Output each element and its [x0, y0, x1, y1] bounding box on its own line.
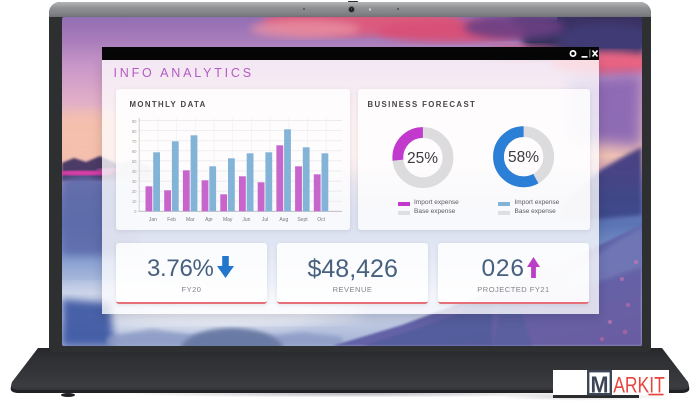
svg-text:80: 80 [132, 129, 137, 134]
svg-text:Jan: Jan [149, 217, 157, 223]
svg-text:60: 60 [132, 149, 137, 154]
svg-text:0: 0 [134, 209, 137, 214]
svg-text:Aug: Aug [279, 217, 288, 223]
svg-text:Oct: Oct [317, 217, 325, 223]
svg-text:May: May [223, 217, 233, 223]
svg-text:Apr: Apr [205, 217, 213, 223]
svg-text:40: 40 [132, 169, 137, 174]
svg-text:Feb: Feb [167, 217, 176, 223]
svg-text:20: 20 [132, 189, 137, 194]
svg-text:Jun: Jun [242, 217, 250, 223]
svg-text:M: M [591, 372, 609, 398]
svg-text:Mar: Mar [186, 217, 195, 223]
svg-text:50: 50 [132, 159, 137, 164]
svg-text:70: 70 [132, 139, 137, 144]
svg-text:90: 90 [132, 119, 137, 124]
svg-text:Sept: Sept [297, 217, 308, 223]
svg-text:30: 30 [132, 179, 137, 184]
svg-text:Jul: Jul [262, 217, 268, 223]
svg-text:10: 10 [132, 199, 137, 204]
